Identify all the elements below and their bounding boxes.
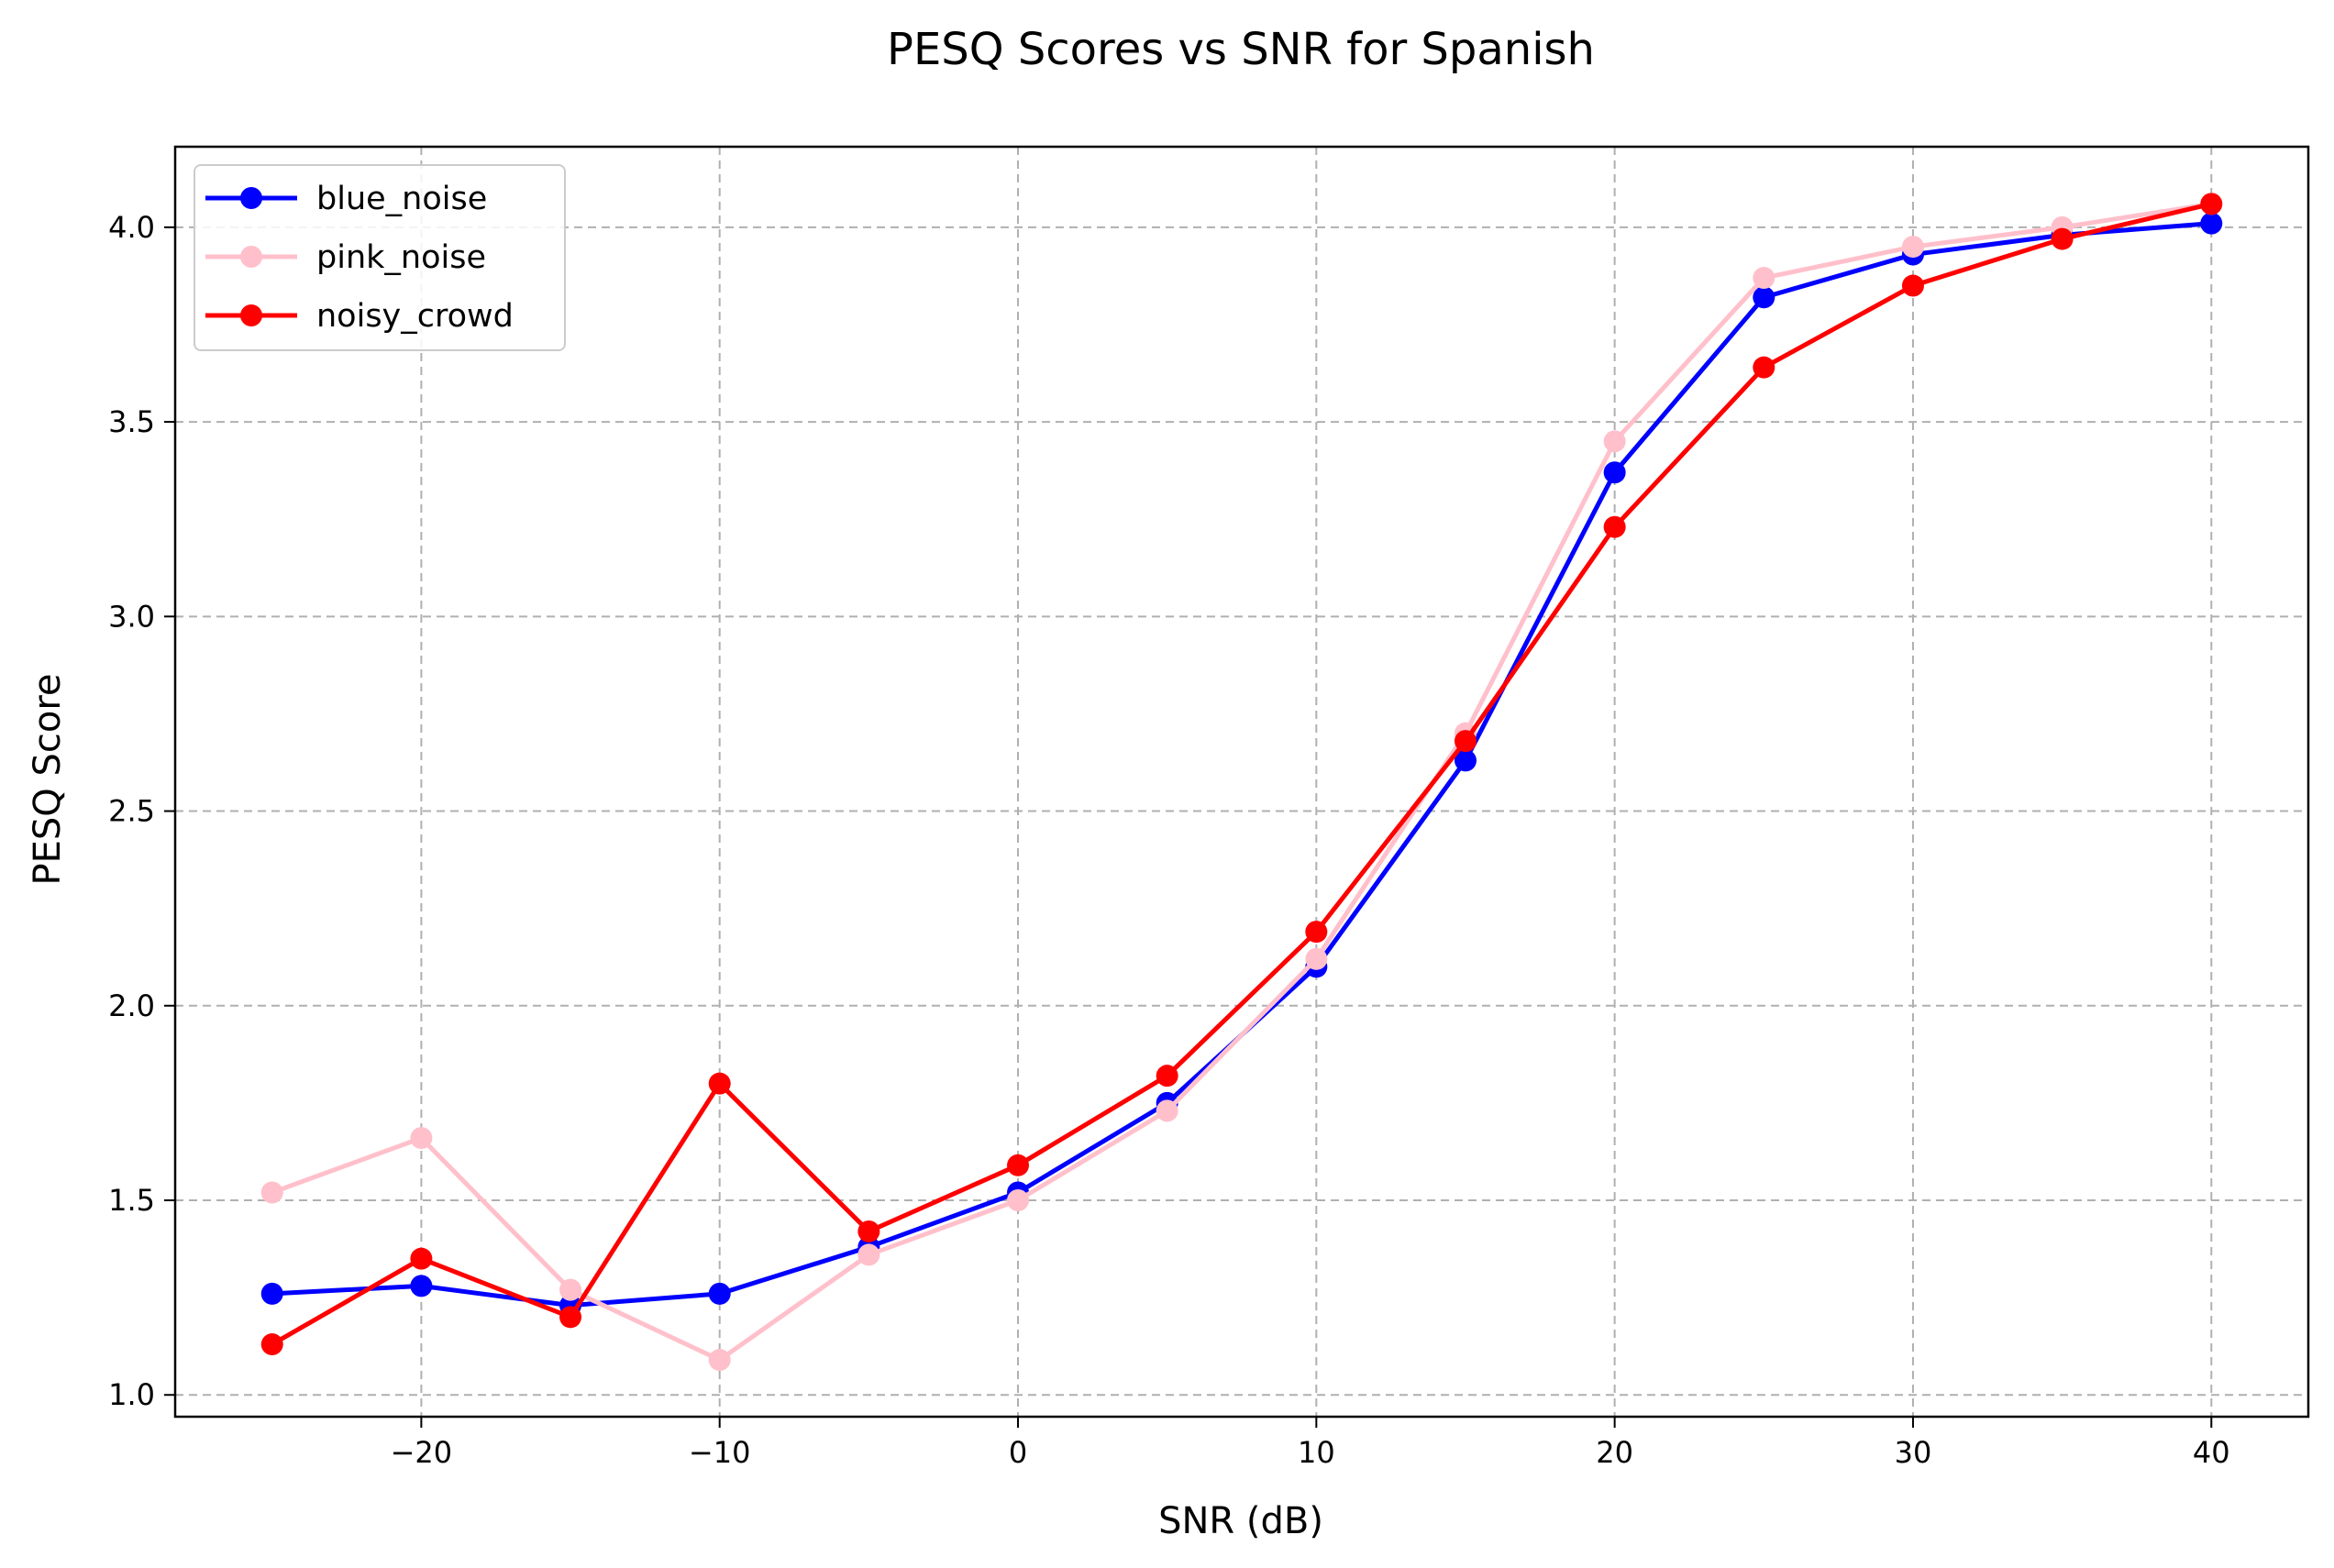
series-pink_noise — [260, 193, 2223, 1372]
data-point — [559, 1278, 582, 1301]
data-point — [1156, 1065, 1178, 1088]
legend-box — [194, 164, 566, 351]
data-point — [1753, 286, 1775, 309]
series-blue_noise — [260, 212, 2223, 1317]
data-point — [260, 1282, 283, 1305]
data-point — [410, 1275, 433, 1297]
legend-label: pink_noise — [316, 239, 486, 276]
data-point — [559, 1306, 582, 1329]
data-point — [857, 1243, 880, 1266]
y-axis-ticks: 1.0 1.5 2.0 2.5 3.0 3.5 4.0 — [108, 210, 175, 1412]
data-point — [1603, 515, 1626, 538]
y-tick-label: 3.0 — [108, 599, 155, 634]
legend-label: blue_noise — [316, 181, 487, 217]
data-point — [410, 1247, 433, 1270]
x-tick-label: 20 — [1596, 1435, 1633, 1470]
x-axis-ticks: −20 −10 0 10 20 30 40 — [391, 1417, 2230, 1470]
x-tick-label: 30 — [1895, 1435, 1932, 1470]
data-point — [1007, 1154, 1030, 1176]
data-point — [708, 1349, 731, 1372]
y-tick-label: 2.0 — [108, 988, 155, 1023]
y-tick-label: 2.5 — [108, 794, 155, 829]
plot-frame — [173, 145, 2310, 1419]
legend-item: pink_noise — [205, 239, 486, 276]
y-tick-label: 4.0 — [108, 210, 155, 245]
legend-marker — [240, 304, 262, 326]
y-tick-label: 3.5 — [108, 404, 155, 439]
data-point — [2051, 227, 2074, 250]
data-point — [1603, 430, 1626, 453]
y-tick-label: 1.5 — [108, 1183, 155, 1218]
chart-title: PESQ Scores vs SNR for Spanish — [887, 24, 1595, 75]
data-point — [1305, 921, 1328, 944]
series-line — [271, 221, 2212, 1309]
x-tick-label: −10 — [689, 1435, 751, 1470]
x-tick-label: 10 — [1298, 1435, 1335, 1470]
data-point — [1753, 267, 1775, 290]
y-tick-label: 1.0 — [108, 1377, 155, 1412]
x-tick-label: 40 — [2193, 1435, 2230, 1470]
legend-marker — [240, 187, 262, 209]
data-point — [1305, 947, 1328, 970]
data-point — [1901, 274, 1924, 297]
legend-label: noisy_crowd — [316, 298, 514, 335]
data-point — [1901, 236, 1924, 259]
data-point — [1156, 1099, 1178, 1122]
series-line — [271, 201, 2212, 1363]
series-noisy_crowd — [260, 193, 2223, 1356]
data-point — [1007, 1189, 1030, 1212]
legend-marker — [240, 246, 262, 268]
data-point — [1454, 730, 1477, 753]
data-point — [708, 1072, 731, 1095]
series-line — [271, 201, 2212, 1347]
series-layer — [260, 193, 2223, 1372]
legend: blue_noise pink_noise noisy_crowd — [194, 164, 566, 351]
legend-items: blue_noise pink_noise noisy_crowd — [205, 181, 514, 335]
data-point — [2200, 212, 2223, 235]
data-point — [857, 1220, 880, 1242]
x-axis-label: SNR (dB) — [1158, 1500, 1323, 1542]
x-tick-label: −20 — [391, 1435, 453, 1470]
data-point — [410, 1127, 433, 1150]
x-tick-label: 0 — [1009, 1435, 1027, 1470]
data-point — [260, 1333, 283, 1356]
data-point — [2200, 193, 2223, 215]
legend-item: blue_noise — [205, 181, 487, 217]
y-axis-label: PESQ Score — [27, 673, 69, 885]
data-point — [260, 1181, 283, 1204]
data-point — [1603, 461, 1626, 484]
data-point — [1753, 356, 1775, 379]
data-point — [1454, 749, 1477, 772]
data-point — [708, 1282, 731, 1305]
legend-item: noisy_crowd — [205, 298, 514, 335]
